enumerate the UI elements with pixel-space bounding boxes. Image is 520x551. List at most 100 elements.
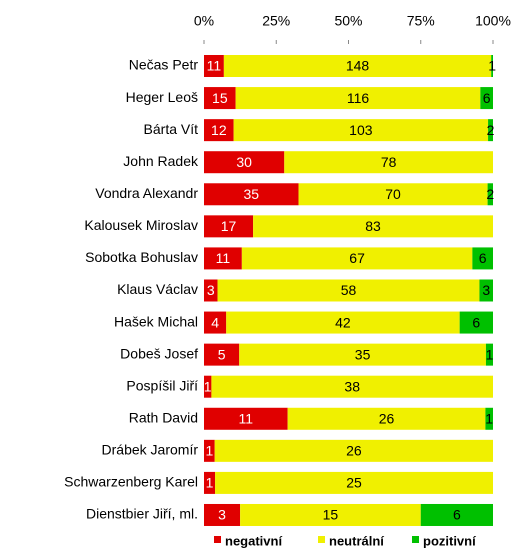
y-tick-label: Dienstbier Jiří, ml. [86,506,198,522]
data-label: 1 [488,58,496,74]
data-label: 70 [385,186,401,202]
bar-segment [214,439,493,462]
x-tick-label: 0% [194,13,214,29]
data-label: 1 [206,475,214,491]
data-label: 42 [335,314,351,330]
y-tick-label: Hašek Michal [114,313,198,329]
data-label: 116 [347,90,370,106]
x-tick-label: 75% [407,13,435,29]
legend-label: pozitivní [423,533,476,548]
y-tick-label: Dobeš Josef [120,345,198,361]
x-tick-label: 25% [262,13,290,29]
bar-segment [485,343,493,366]
data-label: 1 [485,410,493,426]
bar-segment [480,87,493,110]
data-label: 4 [211,314,219,330]
bar-segment [287,407,486,430]
data-label: 17 [221,218,237,234]
legend-label: negativní [225,533,282,548]
bar-segment [204,247,242,270]
data-label: 1 [205,443,213,459]
y-tick-label: Sobotka Bohuslav [85,249,198,265]
data-label: 3 [207,282,215,298]
y-tick-label: Rath David [129,409,198,425]
legend-swatch [412,536,419,543]
data-label: 148 [346,58,370,74]
data-label: 67 [349,250,365,266]
x-tick-label: 100% [475,13,511,29]
data-label: 15 [323,507,339,523]
data-label: 103 [349,122,373,138]
bar-segment [204,151,285,174]
bar-segment [472,247,493,270]
bar-segment [298,183,488,206]
data-label: 78 [381,154,397,170]
data-label: 6 [483,90,491,106]
data-label: 26 [346,443,362,459]
bar-segment [217,279,480,302]
bar-segment [204,279,218,302]
bar-segment [204,311,227,334]
bar-segment [204,87,236,110]
bar-segment [226,311,460,334]
bar-segment [204,503,241,526]
bar-segment [204,471,216,494]
bar-segment [487,183,493,206]
data-label: 3 [482,282,490,298]
bar-segment [241,247,473,270]
data-label: 83 [365,218,381,234]
data-label: 58 [341,282,357,298]
bar-segment [284,151,493,174]
y-tick-label: Pospíšil Jiří [126,377,198,393]
data-label: 1 [204,378,212,394]
data-label: 6 [472,314,480,330]
bar-segment [479,279,493,302]
bar-segment [223,55,492,77]
y-tick-label: Drábek Jaromír [102,442,199,458]
y-tick-label: Kalousek Miroslav [84,217,198,233]
bar-segment [211,375,493,398]
data-label: 35 [355,346,371,362]
bar-segment [420,503,493,526]
data-label: 25 [346,475,362,491]
x-tick-label: 50% [334,13,362,29]
y-tick-label: Heger Leoš [126,89,198,105]
data-label: 2 [487,122,495,138]
bar-segment [233,119,489,142]
y-tick-label: John Radek [123,153,199,169]
bar-segment [204,407,288,430]
bar-segment [204,119,234,142]
data-label: 15 [212,90,228,106]
bar-segment [215,471,493,494]
bar-segment [204,183,299,206]
data-label: 2 [486,186,494,202]
bar-segment [240,503,421,526]
bar-segment [204,343,240,366]
bar-segment [485,407,493,430]
y-tick-label: Bárta Vít [144,121,199,137]
legend-label: neutrální [329,533,384,548]
y-tick-label: Nečas Petr [129,57,199,73]
bar-segment [253,215,493,238]
y-tick-label: Klaus Václav [117,281,198,297]
data-label: 6 [479,250,487,266]
legend-swatch [318,536,325,543]
data-label: 35 [243,186,259,202]
bar-segment [204,439,215,462]
data-label: 1 [486,346,494,362]
data-label: 3 [218,507,226,523]
bar-segment [488,119,493,142]
data-label: 26 [379,410,395,426]
data-label: 5 [218,346,226,362]
data-label: 30 [236,154,252,170]
data-label: 6 [453,507,461,523]
data-label: 12 [211,122,227,138]
bar-segment [239,343,486,366]
data-label: 11 [239,410,254,426]
y-tick-label: Schwarzenberg Karel [64,474,198,490]
y-tick-label: Vondra Alexandr [95,185,198,201]
bar-segment [235,87,481,110]
data-label: 11 [207,58,222,74]
bar-segment [459,311,493,334]
